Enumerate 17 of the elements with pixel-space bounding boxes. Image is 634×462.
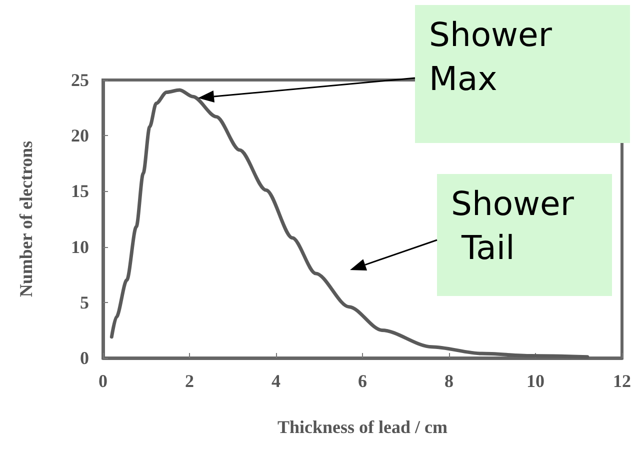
x-tick-label: 0 xyxy=(98,371,108,391)
x-tick-label: 6 xyxy=(358,371,367,391)
annotation: Shower Max xyxy=(415,5,630,143)
y-axis-title: Number of electrons xyxy=(16,140,36,298)
x-tick-label: 4 xyxy=(272,371,280,391)
x-tick-label: 8 xyxy=(444,371,454,391)
x-tick-label: 2 xyxy=(185,371,194,391)
x-axis-title: Thickness of lead / cm xyxy=(277,417,448,437)
y-tick-label: 15 xyxy=(71,181,89,202)
y-tick-label: 25 xyxy=(71,70,89,90)
y-tick-label: 5 xyxy=(80,292,89,312)
annotation: Shower Tail xyxy=(437,174,612,296)
x-tick-label: 12 xyxy=(613,371,631,391)
y-tick-label: 0 xyxy=(80,348,89,368)
y-tick-label: 10 xyxy=(71,236,89,257)
x-tick-label: 10 xyxy=(526,371,544,391)
y-tick-label: 20 xyxy=(71,126,89,146)
